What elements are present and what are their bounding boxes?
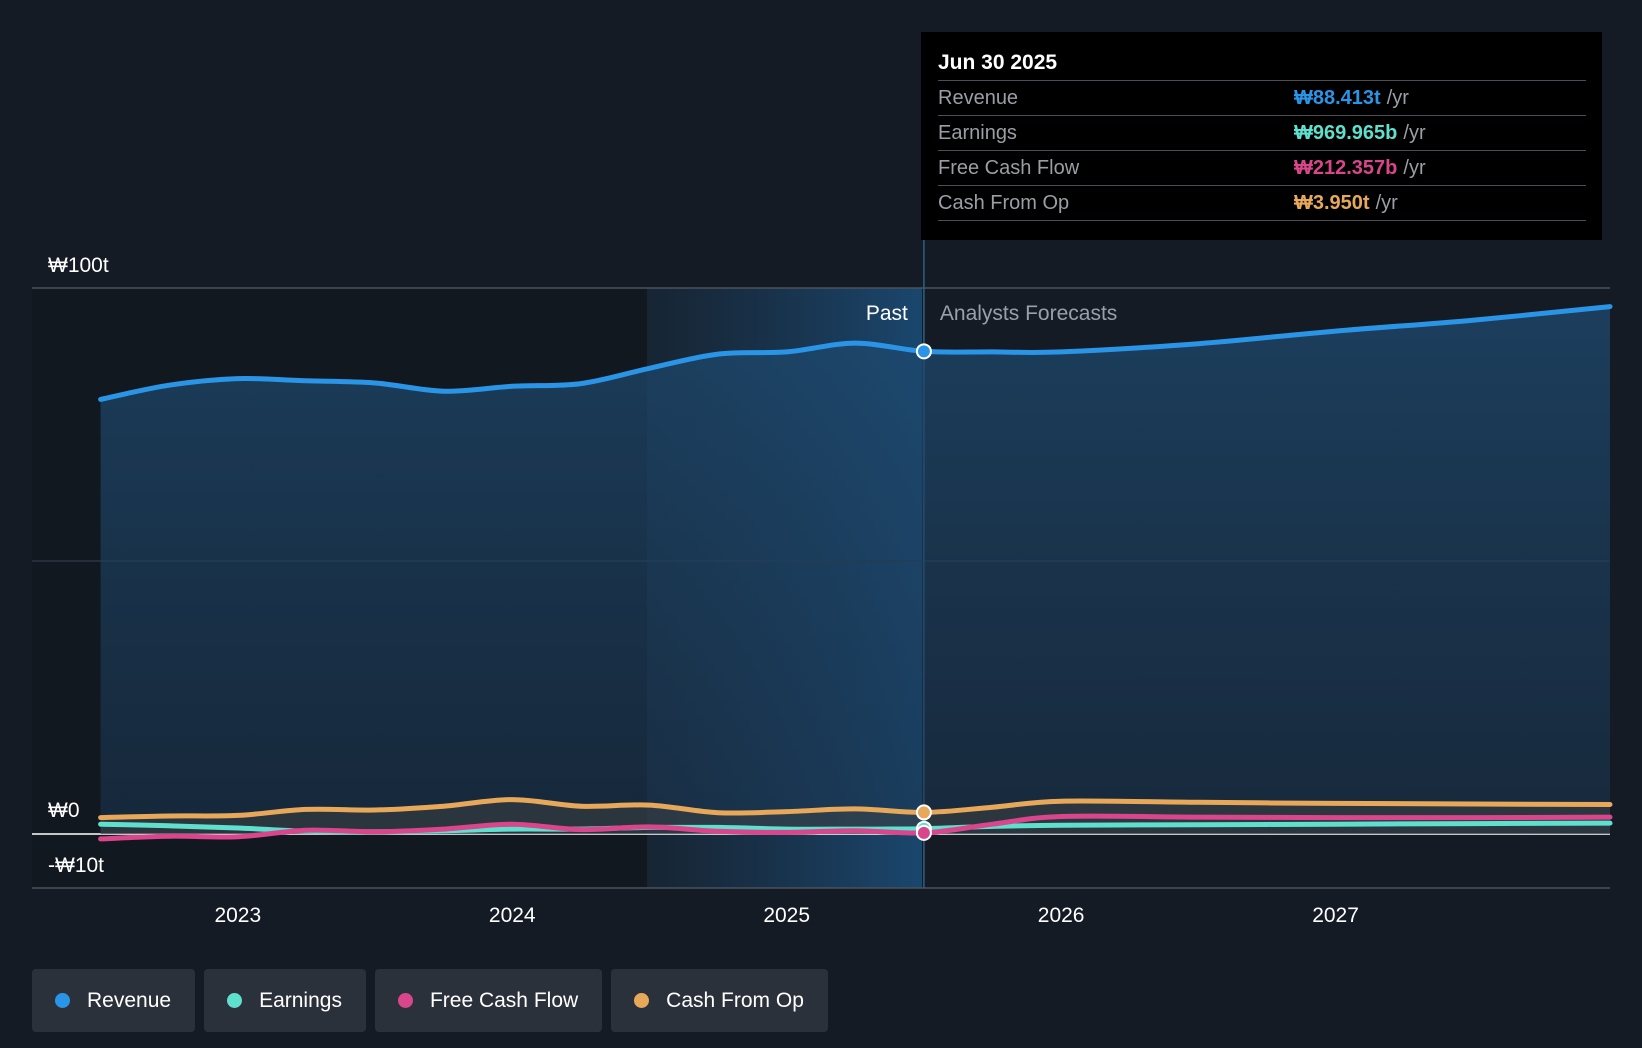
tooltip-unit: /yr	[1403, 122, 1426, 144]
tooltip-date: Jun 30 2025	[938, 51, 1058, 74]
tooltip-row-free-cash-flow: Free Cash Flow ₩212.357b /yr	[938, 150, 1586, 185]
legend-dot-icon	[634, 993, 650, 1008]
x-tick-label: 2025	[763, 904, 810, 927]
tooltip-label: Cash From Op	[938, 192, 1070, 214]
series-line-free-cash-flow	[98, 813, 1613, 842]
x-tick-label: 2026	[1038, 904, 1085, 927]
area-revenue	[100, 306, 1611, 835]
tooltip-unit: /yr	[1403, 157, 1426, 179]
legend-item-earnings[interactable]: Earnings	[204, 969, 366, 1032]
y-axis-label-zero: ₩0	[48, 799, 80, 822]
tooltip-unit: /yr	[1375, 192, 1398, 214]
tooltip-label: Free Cash Flow	[938, 157, 1080, 179]
legend-item-cash-from-op[interactable]: Cash From Op	[611, 969, 828, 1032]
tooltip-row-cash-from-op: Cash From Op ₩3.950t /yr	[938, 185, 1586, 221]
tooltip-value: ₩969.965b	[1294, 122, 1398, 144]
legend-item-free-cash-flow[interactable]: Free Cash Flow	[374, 969, 603, 1032]
marker-revenue	[915, 343, 932, 360]
x-tick-label: 2023	[214, 904, 261, 927]
legend-label: Revenue	[87, 988, 172, 1012]
legend-item-revenue[interactable]: Revenue	[32, 969, 196, 1032]
tooltip-row-earnings: Earnings ₩969.965b /yr	[938, 115, 1586, 150]
series-line-cash-from-op	[98, 797, 1613, 821]
legend-dot-icon	[55, 993, 70, 1008]
past-label: Past	[866, 302, 908, 325]
y-axis-label-bottom: -₩10t	[48, 854, 104, 877]
forecast-label: Analysts Forecasts	[940, 302, 1117, 325]
series-line-revenue	[98, 304, 1613, 402]
legend: Revenue Earnings Free Cash Flow Cash Fro…	[32, 969, 828, 1032]
tooltip-value: ₩88.413t	[1294, 87, 1381, 109]
tooltip-row-revenue: Revenue ₩88.413t /yr	[938, 80, 1586, 115]
y-axis-label-top: ₩100t	[48, 254, 109, 277]
x-tick-label: 2024	[489, 904, 536, 927]
legend-label: Free Cash Flow	[429, 988, 579, 1012]
marker-cash-from-op	[915, 804, 932, 821]
x-tick-label: 2027	[1312, 904, 1359, 927]
tooltip-value: ₩212.357b	[1294, 157, 1398, 179]
legend-label: Earnings	[259, 988, 342, 1012]
marker-free-cash-flow	[915, 824, 932, 841]
tooltip: Jun 30 2025 Revenue ₩88.413t /yr Earning…	[921, 32, 1602, 240]
tooltip-label: Revenue	[938, 87, 1019, 109]
legend-label: Cash From Op	[666, 988, 804, 1012]
tooltip-unit: /yr	[1386, 87, 1409, 109]
legend-dot-icon	[397, 993, 413, 1008]
legend-dot-icon	[227, 993, 243, 1008]
tooltip-label: Earnings	[938, 122, 1017, 144]
tooltip-value: ₩3.950t	[1294, 192, 1370, 214]
